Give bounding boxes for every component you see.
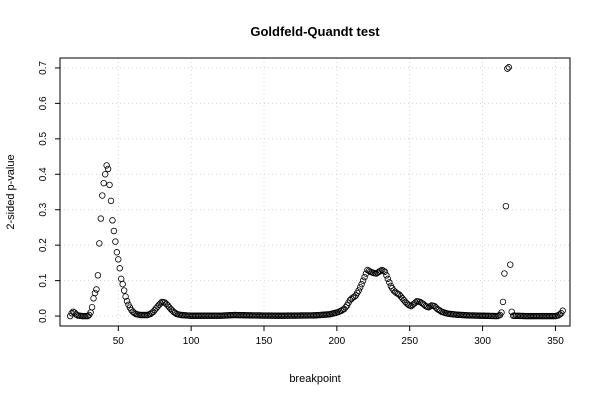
data-point	[68, 310, 75, 317]
data-point	[361, 273, 368, 281]
data-point	[110, 227, 118, 235]
y-tick-label: 0.7	[38, 61, 49, 75]
data-point	[502, 202, 510, 210]
y-tick-label: 0.3	[38, 202, 49, 216]
data-points	[66, 64, 566, 320]
data-point	[97, 215, 104, 222]
data-point	[152, 305, 160, 312]
data-point	[116, 265, 123, 272]
x-tick-label: 200	[329, 336, 346, 347]
data-point	[106, 181, 113, 189]
x-axis: 50 100 150 200 250 300 350	[113, 326, 564, 347]
data-point	[109, 217, 116, 224]
y-tick-label: 0.2	[38, 238, 49, 252]
data-point	[437, 307, 444, 315]
data-point	[99, 192, 106, 199]
data-point	[384, 275, 392, 283]
data-point	[117, 275, 125, 283]
data-point	[507, 261, 514, 268]
y-tick-label: 0.5	[38, 131, 49, 145]
grid-lines	[60, 58, 570, 326]
plot-frame	[59, 57, 571, 327]
y-tick-label: 0.4	[38, 167, 49, 181]
data-point	[101, 171, 109, 178]
data-point	[104, 165, 112, 173]
data-point	[94, 272, 102, 279]
chart-title: Goldfeld-Quandt test	[250, 24, 380, 39]
data-point	[358, 280, 365, 288]
data-point	[171, 309, 179, 317]
data-point	[72, 311, 80, 318]
data-point	[90, 295, 97, 302]
x-tick-label: 300	[474, 336, 491, 347]
data-point	[355, 287, 362, 294]
x-tick-label: 100	[183, 336, 200, 347]
data-point	[112, 238, 119, 245]
data-point	[377, 267, 384, 275]
data-point	[100, 179, 107, 187]
data-point	[365, 267, 373, 275]
data-point	[342, 304, 349, 311]
data-point	[426, 303, 434, 310]
data-point	[383, 272, 390, 279]
data-point	[499, 298, 507, 306]
data-point	[103, 162, 110, 169]
data-point	[123, 297, 131, 305]
data-point	[505, 64, 512, 71]
data-point	[115, 256, 122, 263]
data-point	[113, 249, 121, 256]
data-point	[381, 268, 389, 275]
data-point	[107, 197, 115, 205]
y-tick-label: 0.1	[38, 273, 49, 287]
data-point	[359, 277, 367, 284]
data-point	[356, 284, 364, 291]
data-point	[501, 270, 508, 277]
data-point	[386, 279, 393, 286]
data-point	[122, 293, 129, 300]
y-axis: 0.0 0.1 0.2 0.3 0.4 0.5 0.6 0.7	[38, 61, 60, 323]
data-point	[91, 289, 99, 297]
data-point	[88, 304, 96, 311]
x-tick-label: 250	[401, 336, 418, 347]
data-point	[559, 307, 566, 314]
x-tick-label: 150	[256, 336, 273, 347]
data-point	[380, 267, 387, 275]
data-point	[93, 286, 100, 293]
x-tick-label: 50	[113, 336, 125, 347]
data-point	[120, 287, 128, 294]
data-point	[131, 309, 138, 317]
x-axis-label: breakpoint	[289, 373, 340, 385]
data-point	[498, 309, 505, 316]
data-point	[119, 280, 126, 288]
data-point	[504, 65, 511, 72]
y-tick-label: 0.0	[38, 309, 49, 323]
data-point	[399, 295, 406, 302]
data-point	[96, 240, 103, 247]
y-axis-label: 2-sided p-value	[5, 154, 17, 229]
x-tick-label: 350	[547, 336, 564, 347]
y-tick-label: 0.6	[38, 96, 49, 110]
